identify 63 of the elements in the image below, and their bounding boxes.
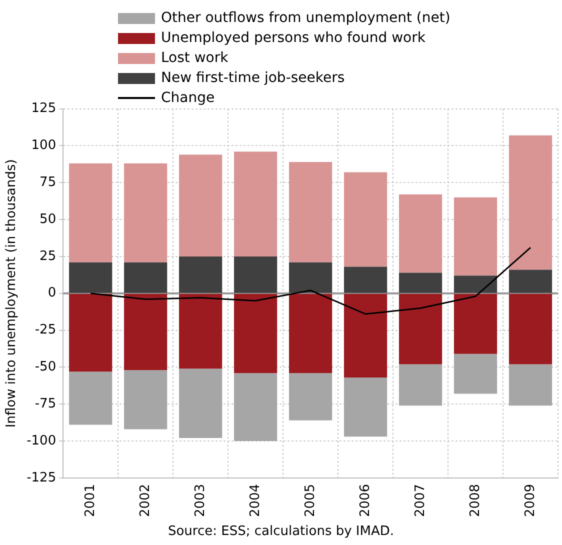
legend-label: Unemployed persons who found work bbox=[161, 29, 426, 48]
bar bbox=[124, 370, 168, 430]
bar bbox=[69, 294, 112, 372]
bar bbox=[454, 354, 498, 394]
bar bbox=[179, 294, 222, 369]
bar bbox=[234, 294, 278, 374]
y-tick-label: -25 bbox=[34, 322, 56, 338]
bar bbox=[179, 154, 222, 256]
bar bbox=[288, 373, 332, 420]
x-tick-label: 2003 bbox=[192, 484, 208, 518]
y-tick-label: 0 bbox=[48, 286, 56, 301]
source-note: Source: ESS; calculations by IMAD. bbox=[166, 524, 396, 539]
bar bbox=[69, 163, 112, 262]
y-tick-label: -125 bbox=[26, 470, 56, 486]
x-tick-label: 2002 bbox=[138, 484, 153, 518]
bar bbox=[508, 294, 552, 364]
legend-label: Other outflows from unemployment (net) bbox=[161, 9, 450, 28]
x-tick-label: 2009 bbox=[522, 484, 538, 518]
bar bbox=[234, 373, 278, 442]
bar bbox=[454, 294, 498, 354]
bar bbox=[508, 364, 552, 406]
bar bbox=[508, 135, 552, 270]
bar bbox=[344, 294, 388, 378]
bar bbox=[344, 378, 388, 437]
bar bbox=[179, 368, 222, 438]
x-tick-label: 2005 bbox=[302, 484, 318, 518]
x-tick-label: 2008 bbox=[468, 484, 483, 518]
bar bbox=[454, 276, 498, 293]
bar bbox=[288, 294, 332, 374]
y-tick-label: 75 bbox=[40, 175, 56, 190]
bar bbox=[508, 270, 552, 293]
y-tick-label: -50 bbox=[34, 360, 56, 375]
legend-label: Lost work bbox=[161, 49, 228, 68]
bar bbox=[344, 172, 388, 267]
y-tick-label: 25 bbox=[40, 248, 56, 264]
x-tick-label: 2006 bbox=[358, 484, 373, 518]
x-tick-label: 2004 bbox=[248, 484, 263, 518]
x-tick-label: 2001 bbox=[82, 484, 98, 518]
bar bbox=[69, 262, 112, 293]
bar bbox=[288, 162, 332, 262]
bar bbox=[454, 197, 498, 276]
bar bbox=[124, 163, 168, 262]
y-axis-title: Inflow into unemployment (in thousands) bbox=[4, 159, 20, 428]
legend-label: New first-time job-seekers bbox=[161, 69, 345, 88]
x-tick-label: 2007 bbox=[412, 484, 428, 518]
bar bbox=[398, 294, 442, 364]
bar bbox=[398, 364, 442, 406]
bar bbox=[344, 266, 388, 293]
y-tick-label: 100 bbox=[31, 138, 56, 154]
bar bbox=[179, 256, 222, 293]
bar bbox=[69, 372, 112, 425]
bar bbox=[234, 152, 278, 256]
bar bbox=[288, 262, 332, 293]
y-tick-label: -75 bbox=[34, 396, 56, 412]
bar bbox=[234, 256, 278, 293]
bar bbox=[124, 294, 168, 370]
bar bbox=[398, 194, 442, 273]
y-tick-label: -100 bbox=[26, 433, 56, 448]
bar bbox=[124, 262, 168, 293]
legend-label: Change bbox=[161, 89, 215, 108]
y-tick-label: 125 bbox=[31, 101, 56, 116]
y-tick-label: 50 bbox=[40, 212, 56, 227]
bar bbox=[398, 272, 442, 293]
